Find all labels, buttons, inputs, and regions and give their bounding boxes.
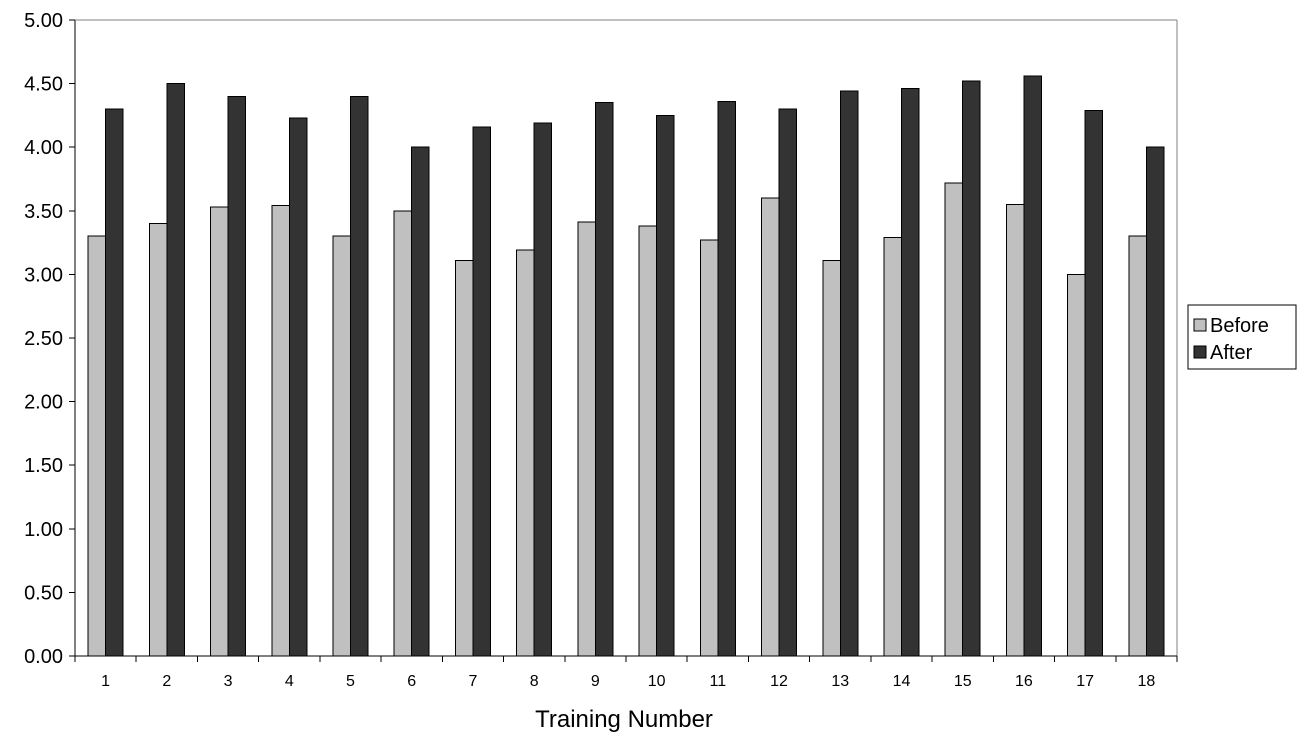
bar-before-16 bbox=[1005, 203, 1025, 657]
bar-before-5 bbox=[332, 235, 351, 657]
y-tick-label: 3.50 bbox=[24, 201, 63, 223]
bar-before-14 bbox=[883, 237, 902, 657]
bar-before-15 bbox=[944, 182, 964, 657]
x-tick-label: 7 bbox=[468, 673, 477, 690]
bar-after-9 bbox=[594, 102, 614, 657]
legend-swatch-before bbox=[1193, 318, 1207, 332]
x-tick-label: 15 bbox=[954, 673, 972, 690]
bar-after-6 bbox=[411, 146, 430, 657]
bar-before-3 bbox=[210, 206, 229, 657]
bar-before-18 bbox=[1128, 235, 1147, 657]
x-tick-label: 1 bbox=[101, 673, 110, 690]
x-tick-label: 6 bbox=[407, 673, 416, 690]
y-tick-label: 2.00 bbox=[24, 392, 63, 414]
bar-after-7 bbox=[472, 126, 491, 657]
bar-before-17 bbox=[1067, 273, 1086, 657]
bar-after-14 bbox=[901, 88, 920, 657]
x-tick-label: 10 bbox=[648, 673, 666, 690]
bar-after-3 bbox=[227, 95, 247, 657]
bar-before-1 bbox=[87, 235, 107, 657]
bar-after-12 bbox=[778, 108, 798, 657]
x-tick-label: 18 bbox=[1137, 673, 1155, 690]
x-tick-label: 8 bbox=[530, 673, 539, 690]
y-axis: 0.00 0.50 1.00 1.50 2.00 2.50 3.00 3.50 4.00 4.50… bbox=[24, 10, 1178, 668]
y-tick-label: 2.50 bbox=[24, 328, 63, 350]
bar-after-17 bbox=[1084, 109, 1104, 657]
bar-before-10 bbox=[638, 225, 658, 657]
x-tick-label: 5 bbox=[346, 673, 355, 690]
y-tick-label: 0.50 bbox=[24, 582, 63, 604]
x-tick-label: 17 bbox=[1076, 673, 1094, 690]
y-tick-label: 5.00 bbox=[24, 10, 63, 32]
bar-after-15 bbox=[962, 80, 981, 657]
bar-before-9 bbox=[577, 221, 596, 657]
y-tick-label: 0.00 bbox=[24, 646, 63, 668]
bar-before-11 bbox=[699, 239, 719, 657]
bar-before-6 bbox=[393, 210, 413, 657]
legend-swatch-after bbox=[1193, 345, 1207, 359]
y-tick-label: 4.50 bbox=[24, 74, 63, 96]
bar-after-10 bbox=[656, 114, 675, 657]
bars bbox=[87, 75, 1165, 657]
bar-after-2 bbox=[166, 83, 185, 657]
legend-label-before: Before bbox=[1210, 315, 1269, 337]
x-axis-title: Training Number bbox=[535, 706, 713, 733]
bar-before-13 bbox=[822, 259, 841, 657]
bar-after-18 bbox=[1145, 146, 1165, 657]
x-tick-label: 2 bbox=[162, 673, 171, 690]
bar-before-8 bbox=[516, 249, 535, 657]
bar-after-16 bbox=[1023, 75, 1042, 657]
bar-before-12 bbox=[761, 197, 780, 657]
bar-after-5 bbox=[350, 95, 369, 657]
y-tick-label: 1.00 bbox=[24, 519, 63, 541]
x-tick-label: 11 bbox=[710, 673, 727, 690]
y-tick-label: 1.50 bbox=[24, 455, 63, 477]
x-tick-label: 12 bbox=[770, 673, 788, 690]
legend-label-after: After bbox=[1210, 342, 1253, 364]
y-tick-label: 4.00 bbox=[24, 137, 63, 159]
legend: Before After bbox=[1187, 304, 1297, 370]
x-tick-label: 3 bbox=[224, 673, 233, 690]
y-tick-label: 3.00 bbox=[24, 264, 63, 286]
bar-before-2 bbox=[148, 223, 168, 657]
x-tick-label: 14 bbox=[893, 673, 911, 690]
bar-after-11 bbox=[717, 100, 736, 657]
bar-after-8 bbox=[533, 122, 553, 657]
x-tick-label: 4 bbox=[285, 673, 294, 690]
bar-after-13 bbox=[839, 90, 859, 657]
bar-before-7 bbox=[454, 259, 474, 657]
x-tick-label: 13 bbox=[831, 673, 849, 690]
bar-after-1 bbox=[105, 108, 124, 657]
bar-after-4 bbox=[288, 117, 308, 657]
x-axis: 1 2 3 4 5 6 7 8 9 10 11 12 13 14 15 16 17 18 bbox=[74, 655, 1178, 690]
bar-before-4 bbox=[271, 205, 290, 657]
x-tick-label: 16 bbox=[1015, 673, 1033, 690]
x-tick-label: 9 bbox=[591, 673, 600, 690]
